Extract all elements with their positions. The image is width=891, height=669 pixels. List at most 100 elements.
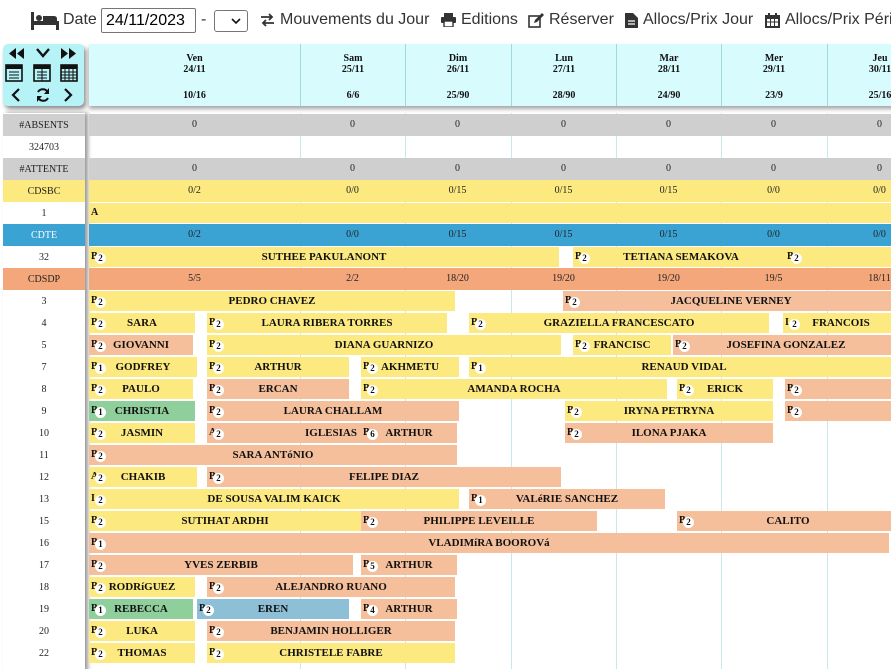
row-label[interactable]: #ATTENTE — [3, 158, 85, 180]
refresh-icon[interactable] — [33, 86, 53, 104]
day-column-header[interactable]: Mer 29/11 23/9 — [721, 44, 826, 106]
reservation-bar[interactable]: B2 SARA — [89, 313, 195, 333]
reservation-bar[interactable]: B2 EREN — [197, 599, 349, 619]
row-label[interactable]: CDSDP — [3, 268, 85, 290]
reservation-bar[interactable]: B2 ERICK — [677, 379, 773, 399]
chevron-left-icon[interactable] — [6, 86, 26, 104]
row-label[interactable]: 17 — [39, 559, 49, 571]
reservation-bar[interactable]: B2RODRíGUEZ — [89, 577, 195, 597]
row-label[interactable]: 12 — [39, 471, 49, 483]
day-column-header[interactable]: Jeu 30/11 25/16 — [827, 44, 891, 106]
reservation-bar[interactable]: B1 VLADIMíRA BOOROVá — [89, 533, 889, 553]
day-column-header[interactable]: Mar 28/11 24/90 — [616, 44, 721, 106]
reservation-bar[interactable]: B2 DIANA GUARNIZO — [207, 335, 561, 355]
row-label[interactable]: 22 — [39, 647, 49, 659]
reservation-bar[interactable]: B2 YVES ZERBIB — [89, 555, 353, 575]
view-month-icon[interactable] — [59, 64, 79, 82]
reservation-bar[interactable]: B2 — [785, 401, 891, 421]
reservation-bar[interactable]: B2 — [785, 379, 891, 399]
row-label[interactable]: 18 — [39, 581, 49, 593]
reservation-bar[interactable]: B2 GIOVANNI — [89, 335, 193, 355]
reservation-bar[interactable]: B2 JACQUELINE VERNEY — [563, 291, 891, 311]
reservation-type: B — [363, 423, 370, 443]
reservation-bar[interactable]: B2 TETIANA SEMAKOVA — [573, 247, 789, 267]
reservation-bar[interactable]: B2FRANCISC — [573, 335, 671, 355]
period-select[interactable] — [214, 10, 248, 32]
row-label[interactable]: 8 — [41, 383, 47, 395]
allocs-periode-button[interactable]: Allocs/Prix Péri — [765, 8, 891, 32]
row-label[interactable]: 32 — [39, 251, 49, 263]
row-label[interactable]: 10 — [39, 427, 49, 439]
reservation-bar[interactable]: B2 PHILIPPE LEVEILLE — [361, 511, 597, 531]
reservation-bar[interactable]: B4 ARTHUR — [361, 599, 457, 619]
row-label[interactable]: 3 — [41, 295, 47, 307]
reservation-bar[interactable]: B2 GRAZIELLA FRANCESCATO — [469, 313, 769, 333]
row-label[interactable]: 5 — [41, 339, 47, 351]
row-label[interactable]: 324703 — [29, 141, 59, 153]
date-input[interactable] — [101, 8, 196, 33]
reservation-bar[interactable]: B2 JASMIN — [89, 423, 195, 443]
reservation-bar[interactable]: B6 ARTHUR — [361, 423, 457, 443]
reservation-bar[interactable]: B1 GODFREY — [89, 357, 197, 377]
chevron-down-icon[interactable] — [33, 44, 53, 62]
row-label[interactable]: 7 — [41, 361, 47, 373]
reservation-bar[interactable]: B5 ARTHUR — [361, 555, 457, 575]
reservation-bar[interactable]: B2 LUKA — [89, 621, 195, 641]
mouvements-button[interactable]: Mouvements du Jour — [260, 8, 429, 32]
row-label[interactable]: 1 — [41, 207, 47, 219]
reservation-bar[interactable]: B2 LAURA CHALLAM — [207, 401, 459, 421]
reservation-bar[interactable]: B2 IRYNA PETRYNA — [565, 401, 773, 421]
reservation-bar[interactable]: I 2 FRANCOIS — [783, 313, 891, 333]
reservation-bar[interactable]: B2 LAURA RIBERA TORRES — [207, 313, 447, 333]
fast-forward-icon[interactable] — [58, 44, 78, 62]
reservation-bar[interactable]: B2 JOSEFINA GONZALEZ — [673, 335, 891, 355]
reservation-bar[interactable]: A2 CHAKIB — [89, 467, 197, 487]
reservation-bar[interactable]: B2 CHRISTELE FABRE — [207, 643, 455, 663]
editions-button[interactable]: Editions — [441, 8, 518, 32]
reservation-bar[interactable]: B2 ERCAN — [207, 379, 349, 399]
row-label[interactable]: 16 — [39, 537, 49, 549]
reservation-bar[interactable]: B2 AMANDA ROCHA — [361, 379, 667, 399]
reservation-bar[interactable]: B2 ARTHUR — [207, 357, 349, 377]
reserver-button[interactable]: Réserver — [528, 8, 614, 32]
allocs-jour-button[interactable]: Allocs/Prix Jour — [625, 8, 753, 32]
reservation-bar[interactable]: B2 ILONA PJAKA — [565, 423, 773, 443]
reservation-bar[interactable]: B2 PEDRO CHAVEZ — [89, 291, 455, 311]
row-label[interactable]: 4 — [41, 317, 47, 329]
reservation-bar[interactable]: B1 CHRISTIA — [89, 401, 195, 421]
fast-backward-icon[interactable] — [6, 44, 26, 62]
chevron-right-icon[interactable] — [58, 86, 78, 104]
row-label[interactable]: 13 — [39, 493, 49, 505]
day-column-header[interactable]: Lun 27/11 28/90 — [511, 44, 616, 106]
row-label[interactable]: CDSBC — [3, 180, 85, 202]
row-label[interactable]: 11 — [39, 449, 49, 461]
reservation-bar[interactable]: B2 — [785, 247, 891, 267]
reservation-bar[interactable]: B2 PAULO — [89, 379, 193, 399]
row-label[interactable]: CDTE — [3, 224, 85, 246]
reservation-bar[interactable]: B1 RENAUD VIDAL — [469, 357, 891, 377]
reservation-bar[interactable]: B2 BENJAMIN HOLLIGER — [207, 621, 455, 641]
reservation-bar[interactable]: B2AKHMETU — [361, 357, 459, 377]
reservation-bar[interactable]: B2 ALEJANDRO RUANO — [207, 577, 455, 597]
day-column-header[interactable]: Dim 26/11 25/90 — [405, 44, 510, 106]
view-two-weeks-icon[interactable] — [32, 64, 52, 82]
reservation-bar[interactable]: B2 FELIPE DIAZ — [207, 467, 561, 487]
row-label[interactable]: 19 — [39, 603, 49, 615]
row-label[interactable]: #ABSENTS — [3, 114, 85, 136]
reservation-bar[interactable]: B1 REBECCA — [89, 599, 193, 619]
reservation-bar[interactable]: B2 SARA ANTóNIO — [89, 445, 457, 465]
row-label[interactable]: 20 — [39, 625, 49, 637]
reservation-bar[interactable]: B2 SUTHEE PAKULANONT — [89, 247, 559, 267]
row-label[interactable]: 15 — [39, 515, 49, 527]
day-column-header[interactable]: Sam 25/11 6/6 — [300, 44, 405, 106]
view-week-icon[interactable] — [4, 64, 24, 82]
row-label[interactable]: 9 — [41, 405, 47, 417]
reservation-bar[interactable]: I 2 DE SOUSA VALIM KAICK — [89, 489, 459, 509]
reservation-bar[interactable]: B1 VALéRIE SANCHEZ — [469, 489, 665, 509]
guest-count-badge: 2 — [95, 385, 106, 396]
reservation-bar[interactable]: A — [89, 203, 891, 223]
reservation-bar[interactable]: B2 SUTIHAT ARDHI — [89, 511, 361, 531]
reservation-bar[interactable]: B2 THOMAS — [89, 643, 195, 663]
day-column-header[interactable]: Ven 24/11 10/16 — [89, 44, 300, 106]
reservation-bar[interactable]: B2 CALITO — [677, 511, 891, 531]
